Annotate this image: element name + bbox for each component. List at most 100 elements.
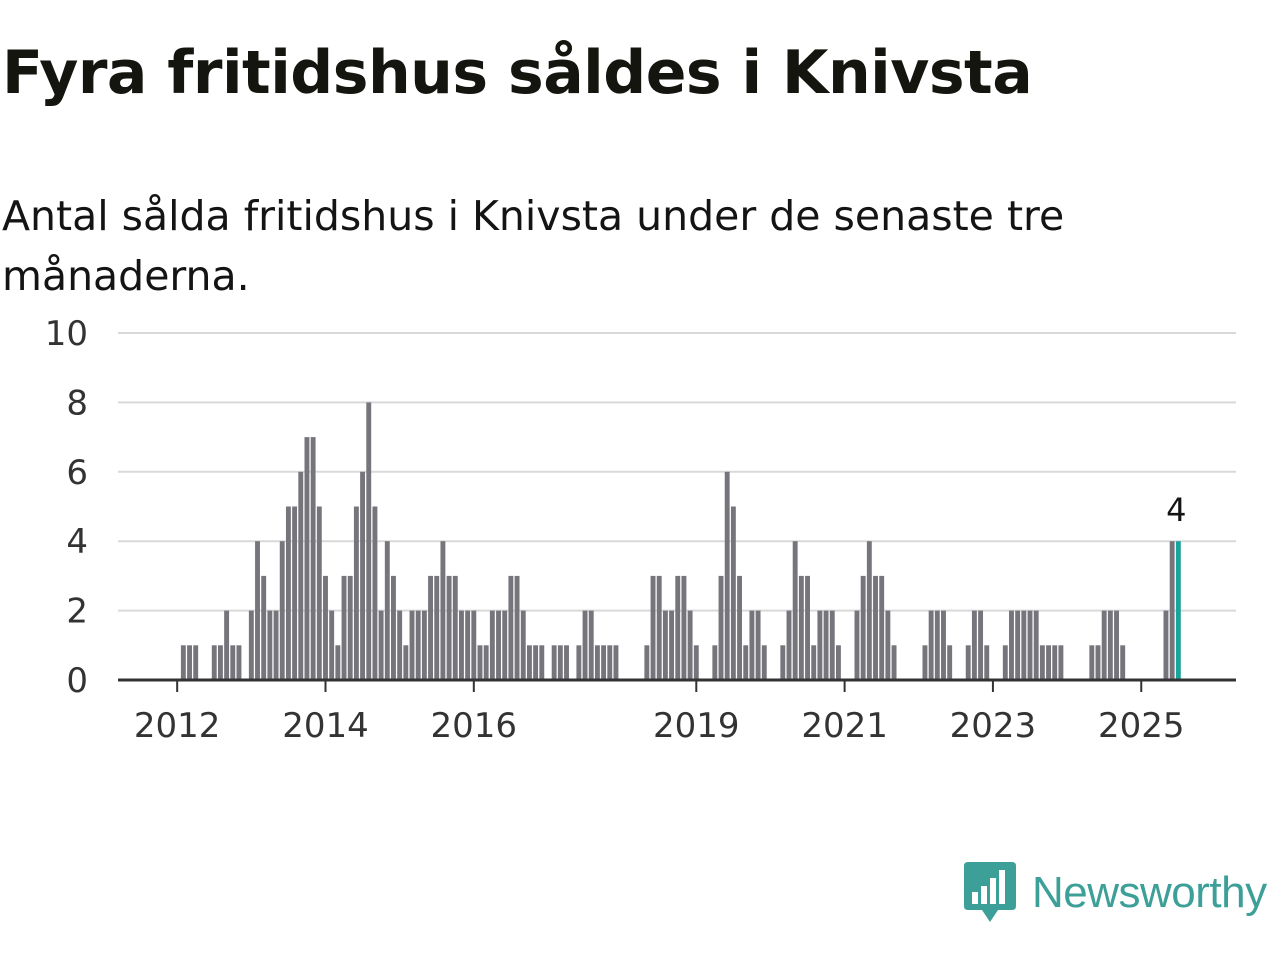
bar (1033, 610, 1039, 680)
bar (798, 575, 804, 680)
bar (187, 645, 192, 680)
bar (866, 541, 872, 680)
bar (341, 575, 347, 680)
bar (737, 575, 742, 680)
bar (310, 437, 316, 680)
bar (1169, 541, 1175, 680)
bar (335, 645, 341, 680)
chart-title: Fyra fritidshus såldes i Knivsta (2, 38, 1033, 108)
bar (551, 645, 557, 680)
bar (669, 610, 675, 680)
bar (261, 575, 267, 680)
y-tick-label: 6 (66, 453, 88, 493)
bar (891, 645, 897, 680)
bar (248, 610, 254, 680)
bar (749, 610, 755, 680)
bar (941, 610, 946, 680)
bar (928, 610, 934, 680)
bar (329, 610, 335, 680)
bar (217, 645, 223, 680)
y-tick-label: 2 (66, 592, 88, 632)
bar (502, 610, 508, 680)
bar (273, 610, 279, 680)
bar (922, 645, 928, 680)
bar (829, 610, 835, 680)
bar (236, 645, 242, 680)
bar (292, 506, 298, 680)
bar (267, 610, 273, 680)
y-tick-label: 0 (66, 661, 88, 701)
bar (304, 437, 310, 680)
bar (588, 610, 594, 680)
bar (520, 610, 526, 680)
bar (879, 575, 885, 680)
bar (489, 610, 495, 680)
bar (681, 575, 687, 680)
chart-subtitle: Antal sålda fritidshus i Knivsta under d… (2, 192, 1065, 300)
bar (817, 610, 823, 680)
highlight-value-label: 4 (1166, 491, 1186, 529)
bar (1114, 610, 1119, 680)
bar (1039, 645, 1045, 680)
y-axis: 0 2 4 6 8 10 (45, 314, 88, 701)
bar (947, 645, 953, 680)
bar (421, 610, 427, 680)
bar (471, 610, 477, 680)
bar (298, 471, 304, 680)
bar (483, 645, 489, 680)
bar (978, 610, 984, 680)
bar (1027, 610, 1033, 680)
bar (508, 575, 514, 680)
bar (440, 541, 446, 680)
bar (428, 575, 433, 680)
bar (582, 610, 588, 680)
bar (434, 575, 440, 680)
bar (613, 645, 619, 680)
bar (687, 610, 693, 680)
bar-chart: 0 2 4 6 8 10 2012 2014 2016 2019 2021 2023 2025 4 (45, 314, 1236, 746)
bar (323, 575, 328, 680)
bar (415, 610, 421, 680)
bar (397, 610, 403, 680)
bar (378, 610, 384, 680)
bar (1163, 610, 1169, 680)
x-tick-label: 2025 (1098, 706, 1185, 746)
bar (1009, 610, 1014, 680)
bars (180, 402, 1181, 680)
bar (885, 610, 891, 680)
bar (873, 575, 878, 680)
bar (285, 506, 291, 680)
bar (780, 645, 786, 680)
bar (409, 610, 415, 680)
bar (860, 575, 866, 680)
bar (1101, 610, 1107, 680)
bar (514, 575, 520, 680)
newsworthy-logo[interactable]: Newsworthy (964, 862, 1267, 924)
bar (1052, 645, 1058, 680)
bar (347, 575, 353, 680)
bar (755, 610, 761, 680)
bar (452, 575, 458, 680)
bar (712, 645, 718, 680)
bar (811, 645, 817, 680)
bar (934, 610, 940, 680)
bar (805, 575, 810, 680)
x-tick-label: 2014 (282, 706, 369, 746)
bar (539, 645, 545, 680)
bar (1095, 645, 1101, 680)
bar (459, 610, 464, 680)
bar (230, 645, 236, 680)
bar (496, 610, 501, 680)
bar (557, 645, 563, 680)
bar (211, 645, 217, 680)
bar (607, 645, 613, 680)
bar (650, 575, 656, 680)
bar (601, 645, 607, 680)
bar (193, 645, 199, 680)
bar (743, 645, 749, 680)
bar (1021, 610, 1027, 680)
bar (446, 575, 452, 680)
y-tick-label: 10 (45, 314, 88, 354)
y-tick-label: 8 (66, 383, 88, 423)
bar (1175, 541, 1181, 680)
